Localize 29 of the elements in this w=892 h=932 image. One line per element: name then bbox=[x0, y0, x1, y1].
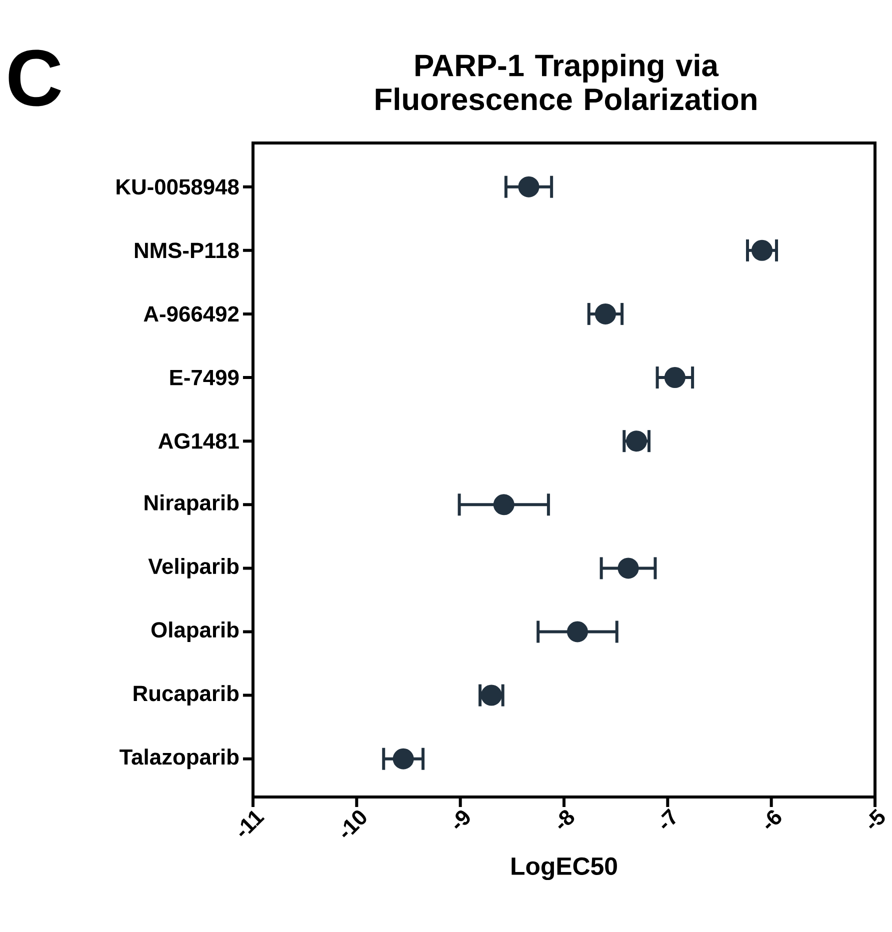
point bbox=[626, 430, 648, 452]
chart-title: PARP-1 Trapping via Fluorescence Polarization bbox=[376, 54, 756, 110]
y-tick-label: AG1481 bbox=[158, 433, 239, 449]
point bbox=[752, 240, 773, 261]
point bbox=[618, 558, 639, 579]
x-axis-title: LogEC50 bbox=[512, 857, 617, 880]
y-tick-label: NMS-P118 bbox=[134, 242, 239, 258]
y-tick-label: A-966492 bbox=[144, 306, 239, 322]
point bbox=[392, 748, 414, 770]
point bbox=[493, 494, 514, 516]
y-tick-label: Rucaparib bbox=[134, 685, 239, 706]
y-tick-label: Veliparib bbox=[148, 558, 239, 578]
x-tick-label: -5 bbox=[868, 808, 885, 828]
y-tick-label: Olaparib bbox=[152, 622, 239, 642]
y-tick-label: KU-0058948 bbox=[116, 179, 239, 195]
x-tick-label: -8 bbox=[558, 810, 574, 829]
point bbox=[518, 176, 540, 198]
point bbox=[567, 621, 588, 642]
x-tick-label: -9 bbox=[454, 810, 470, 829]
y-tick-label: Talazoparib bbox=[120, 748, 239, 770]
y-tick-label: Niraparib bbox=[144, 494, 239, 515]
y-tick-label: E-7499 bbox=[170, 370, 239, 386]
x-tick-label: -7 bbox=[661, 808, 676, 828]
text: C bbox=[8, 50, 61, 106]
x-tick-label: -6 bbox=[765, 810, 782, 829]
x-tick-label: -10 bbox=[342, 810, 366, 838]
point bbox=[595, 303, 616, 324]
x-tick-label: -11 bbox=[239, 810, 265, 836]
point bbox=[664, 367, 686, 388]
